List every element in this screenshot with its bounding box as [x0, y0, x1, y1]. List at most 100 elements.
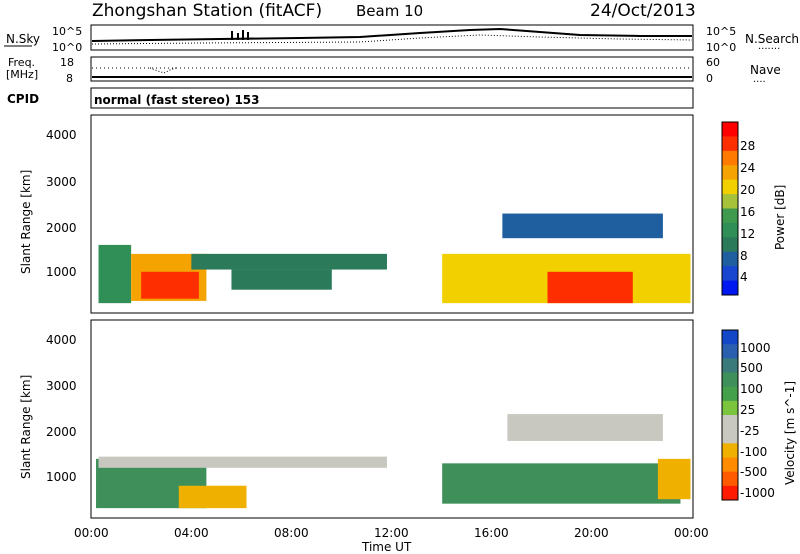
- velocity-echo-region: [442, 463, 681, 504]
- cpid-label: CPID: [7, 92, 39, 106]
- power-echo-region: [141, 271, 199, 299]
- velocity-plot-frame: [90, 319, 694, 519]
- xtick-04: 04:00: [174, 526, 209, 540]
- velocity-cb-tick-m25: -25: [740, 424, 760, 438]
- colorbar-segment: [722, 471, 738, 487]
- colorbar-segment: [722, 457, 738, 473]
- noise-ytick-top: 10^5: [52, 25, 82, 38]
- power-cb-tick-16: 16: [740, 205, 755, 219]
- power-cb-tick-8: 8: [740, 249, 748, 263]
- noise-right-tick-bottom: 10^0: [706, 41, 736, 54]
- velocity-cb-tick-m500: -500: [740, 465, 767, 479]
- velocity-echo-region: [98, 456, 387, 468]
- colorbar-segment: [722, 122, 738, 137]
- freq-label-line2: [MHz]: [6, 68, 38, 81]
- xtick-12: 12:00: [374, 526, 409, 540]
- colorbar-segment: [722, 280, 738, 296]
- noise-right-label: N.Search: [745, 32, 799, 46]
- colorbar-segment: [722, 194, 738, 209]
- colorbar-segment: [722, 358, 738, 373]
- velocity-ytick-3000: 3000: [46, 379, 77, 393]
- power-echo-region: [502, 213, 663, 239]
- power-ytick-3000: 3000: [46, 175, 77, 189]
- freq-panel: Freq. [MHz] 18 8 60 0 Nave ····: [6, 56, 781, 88]
- velocity-echo-region: [657, 458, 691, 500]
- colorbar-segment: [722, 136, 738, 152]
- power-ytick-2000: 2000: [46, 221, 77, 235]
- noise-sky-line: [91, 27, 692, 42]
- nave-legend: ····: [753, 77, 766, 88]
- cpid-text: normal (fast stereo) 153: [94, 93, 260, 107]
- colorbar-segment: [722, 372, 738, 388]
- noise-right-legend: ·······: [758, 44, 780, 55]
- colorbar-segment: [722, 344, 738, 359]
- power-ytick-4000: 4000: [46, 128, 77, 142]
- noise-right-tick-top: 10^5: [706, 25, 736, 38]
- colorbar-segment: [722, 415, 738, 430]
- velocity-echo-layer: [96, 414, 691, 509]
- velocity-ylabel: Slant Range [km]: [19, 375, 33, 479]
- velocity-ytick-2000: 2000: [46, 425, 77, 439]
- colorbar-segment: [722, 266, 738, 282]
- x-axis: 00:00 04:00 08:00 12:00 16:00 20:00 00:0…: [74, 526, 709, 554]
- xtick-20: 20:00: [574, 526, 609, 540]
- velocity-colorbar-label: Velocity [m s^-1]: [783, 381, 797, 485]
- colorbar-segment: [722, 251, 738, 267]
- colorbar-segment: [722, 429, 738, 444]
- colorbar-segment: [722, 150, 738, 166]
- colorbar-segment: [722, 165, 738, 181]
- velocity-echo-region: [507, 414, 663, 441]
- power-echo-region: [191, 253, 387, 270]
- nave-dip: [149, 67, 177, 74]
- colorbar-segment: [722, 400, 738, 416]
- power-cb-tick-4: 4: [740, 270, 748, 284]
- date-label: 24/Oct/2013: [590, 1, 696, 21]
- power-cb-tick-20: 20: [740, 183, 755, 197]
- figure-title: Zhongshan Station (fitACF): [92, 1, 322, 21]
- power-colorbar: [722, 122, 738, 296]
- velocity-ytick-1000: 1000: [46, 470, 77, 484]
- colorbar-segment: [722, 443, 738, 458]
- x-axis-label: Time UT: [361, 540, 412, 554]
- velocity-ytick-4000: 4000: [46, 333, 77, 347]
- noise-spikes: [231, 30, 249, 40]
- cpid-panel: CPID normal (fast stereo) 153: [7, 87, 694, 109]
- velocity-cb-tick-1000: 1000: [740, 341, 771, 355]
- freq-tick-top: 18: [60, 56, 74, 69]
- colorbar-segment: [722, 222, 738, 238]
- colorbar-segment: [722, 485, 738, 501]
- power-echo-layer: [98, 213, 691, 304]
- power-echo-region: [98, 244, 132, 304]
- power-panel: Slant Range [km] 4000 3000 2000 1000 28 …: [19, 114, 787, 314]
- velocity-cb-tick-m100: -100: [740, 445, 767, 459]
- velocity-cb-tick-100: 100: [740, 382, 763, 396]
- velocity-cb-tick-25: 25: [740, 403, 755, 417]
- power-cb-tick-24: 24: [740, 161, 755, 175]
- power-cb-tick-28: 28: [740, 139, 755, 153]
- noise-panel: N.Sky 10^5 10^0 10^5 10^0 N.Search ·····…: [4, 24, 799, 55]
- noise-left-label: N.Sky: [6, 32, 40, 46]
- colorbar-segment: [722, 179, 738, 195]
- nave-tick-bottom: 0: [706, 72, 713, 85]
- colorbar-segment: [722, 386, 738, 402]
- beam-label: Beam 10: [356, 2, 423, 20]
- colorbar-segment: [722, 330, 738, 345]
- velocity-colorbar: [722, 330, 738, 501]
- freq-label-line1: Freq.: [8, 56, 35, 69]
- power-ylabel: Slant Range [km]: [19, 170, 33, 274]
- power-echo-region: [231, 269, 332, 290]
- nave-label: Nave: [750, 63, 781, 77]
- power-ytick-1000: 1000: [46, 265, 77, 279]
- velocity-cb-tick-500: 500: [740, 361, 763, 375]
- colorbar-segment: [722, 208, 738, 224]
- power-cb-tick-12: 12: [740, 227, 755, 241]
- power-colorbar-label: Power [dB]: [773, 185, 787, 250]
- xtick-16: 16:00: [474, 526, 509, 540]
- velocity-panel: Slant Range [km] 4000 3000 2000 1000 100…: [19, 319, 797, 519]
- freq-tick-bottom: 8: [66, 72, 73, 85]
- noise-ytick-bottom: 10^0: [52, 41, 82, 54]
- xtick-00: 00:00: [74, 526, 109, 540]
- velocity-cb-tick-m1000: -1000: [740, 486, 775, 500]
- nave-tick-top: 60: [706, 56, 720, 69]
